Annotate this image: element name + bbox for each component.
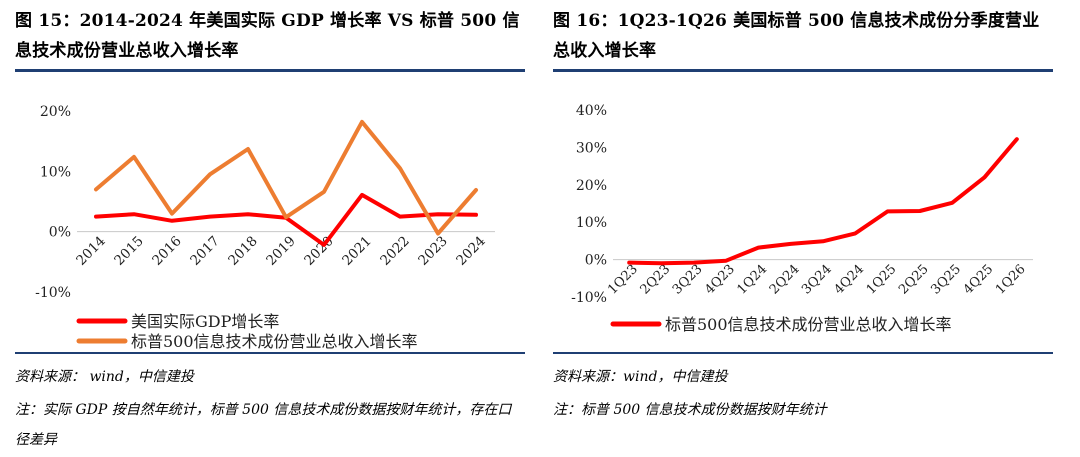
title-rule: [553, 69, 1053, 72]
figure-16-source: 资料来源：wind，中信建投: [553, 369, 728, 385]
x-tick-label: 3Q23: [670, 262, 706, 298]
y-tick-label: 0%: [49, 225, 71, 241]
x-tick-label: 4Q23: [702, 262, 738, 298]
x-tick-label: 4Q25: [961, 262, 997, 298]
x-tick-label: 2020: [301, 233, 337, 269]
y-tick-label: 20%: [40, 104, 71, 120]
x-tick-label: 2022: [377, 233, 413, 269]
x-tick-label: 2019: [263, 233, 299, 269]
x-tick-label: 3Q25: [928, 262, 964, 298]
x-tick-label: 1Q24: [735, 262, 771, 298]
x-tick-label: 2024: [453, 233, 489, 269]
x-tick-label: 2018: [225, 233, 261, 269]
y-tick-label: -10%: [571, 290, 607, 306]
x-tick-label: 3Q24: [799, 262, 835, 298]
figure-15-source: 资料来源： wind，中信建投: [15, 369, 194, 385]
series-line-1: [627, 137, 1019, 266]
figure-15-title: 图 15：2014-2024 年美国实际 GDP 增长率 VS 标普 500 信…: [15, 11, 520, 61]
bottom-rule: [15, 352, 525, 354]
y-tick-label: 10%: [576, 215, 607, 231]
x-tick-label: 2016: [149, 233, 185, 269]
figure-15: 图 15：2014-2024 年美国实际 GDP 增长率 VS 标普 500 信…: [15, 0, 525, 457]
figure-16-note: 注：标普 500 信息技术成份数据按财年统计: [553, 402, 827, 418]
y-tick-label: 20%: [576, 178, 607, 194]
legend-label-1: 美国实际GDP增长率: [131, 312, 279, 331]
x-tick-label: 2014: [73, 233, 109, 269]
legend-label-2: 标普500信息技术成份营业总收入增长率: [131, 332, 418, 351]
x-tick-label: 1Q23: [605, 262, 641, 298]
x-tick-label: 2017: [187, 233, 223, 269]
figure-15-note: 注：实际 GDP 按自然年统计，标普 500 信息技术成份数据按财年统计，存在口…: [15, 402, 512, 448]
x-tick-label: 4Q24: [831, 262, 867, 298]
x-tick-label: 2021: [339, 233, 375, 269]
title-rule: [15, 69, 525, 72]
y-tick-label: 0%: [585, 253, 607, 269]
figure-16: 图 16：1Q23-1Q26 美国标普 500 信息技术成份分季度营业总收入增长…: [553, 0, 1053, 457]
series-line-2: [94, 119, 478, 236]
y-tick-label: 40%: [576, 103, 607, 119]
y-tick-label: 30%: [576, 140, 607, 156]
x-tick-label: 2Q24: [767, 262, 803, 298]
bottom-rule: [553, 352, 1053, 354]
y-tick-label: 10%: [40, 164, 71, 180]
x-tick-label: 2015: [111, 233, 147, 269]
y-tick-label: -10%: [35, 285, 71, 301]
x-tick-label: 2023: [415, 233, 451, 269]
x-tick-label: 2Q23: [638, 262, 674, 298]
gdp-vs-it-revenue-chart: -10% 0% 10% 20% 2014 2015 2016 2017 2018 2019 2020…: [35, 104, 495, 351]
figure-16-title: 图 16：1Q23-1Q26 美国标普 500 信息技术成份分季度营业总收入增长…: [553, 11, 1040, 61]
x-tick-label: 2Q25: [896, 262, 932, 298]
legend-label-1: 标普500信息技术成份营业总收入增长率: [665, 315, 952, 334]
x-tick-label: 1Q25: [864, 262, 900, 298]
quarterly-it-revenue-chart: -10%0%10%20%30%40%1Q232Q233Q234Q231Q242Q…: [571, 103, 1033, 334]
x-tick-label: 1Q26: [993, 262, 1029, 298]
